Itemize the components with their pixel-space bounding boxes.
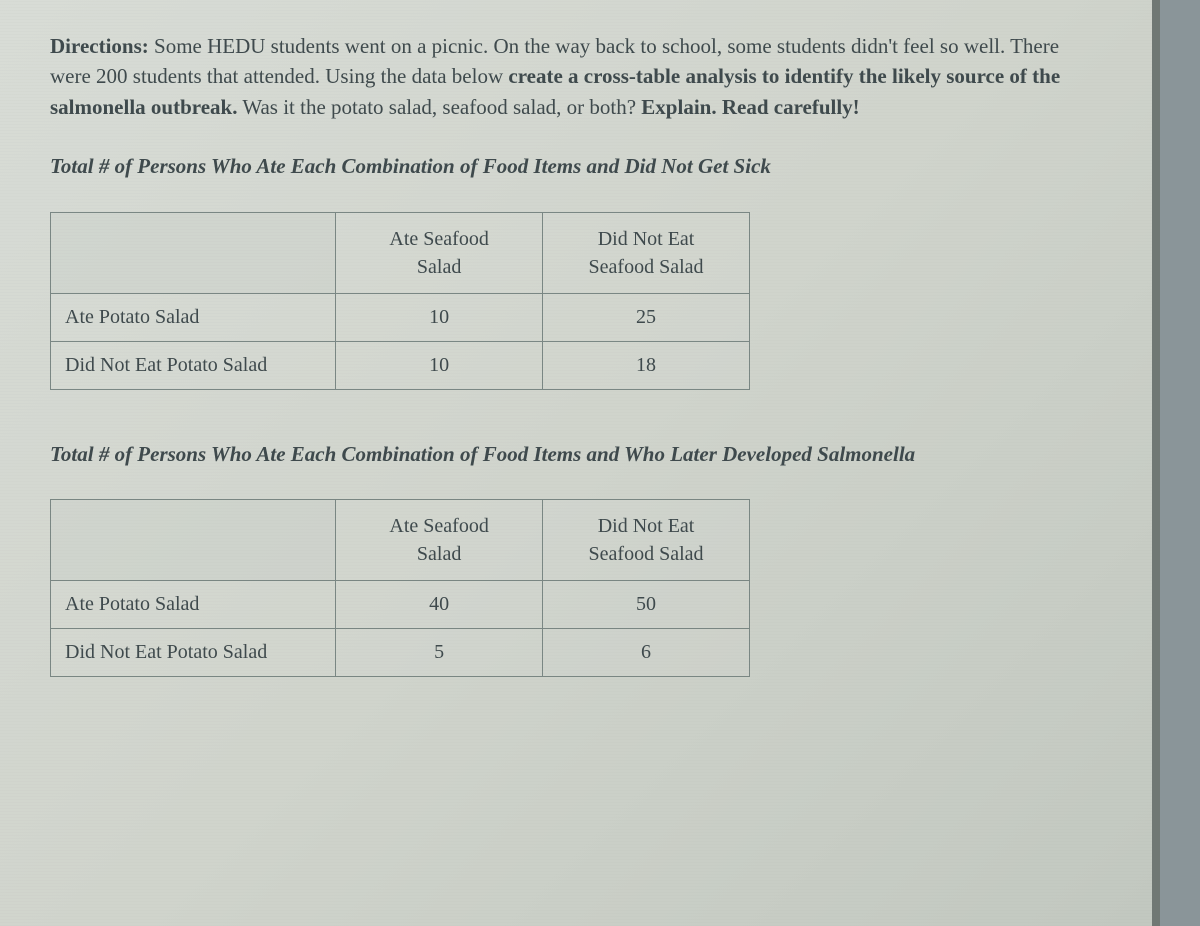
cell-value: 40 (336, 581, 543, 629)
directions-label: Directions: (50, 34, 149, 58)
col-header-ate-seafood: Ate Seafood Salad (336, 212, 543, 293)
col-header-ate-seafood: Ate Seafood Salad (336, 500, 543, 581)
table-row: Did Not Eat Potato Salad 5 6 (51, 629, 750, 677)
directions-bold-2: Explain. Read carefully! (641, 95, 859, 119)
table-row: Did Not Eat Potato Salad 10 18 (51, 341, 750, 389)
table-row: Ate Seafood Salad Did Not Eat Seafood Sa… (51, 212, 750, 293)
table-row: Ate Potato Salad 10 25 (51, 293, 750, 341)
cell-value: 6 (543, 629, 750, 677)
row-header: Ate Potato Salad (51, 581, 336, 629)
col-header-no-seafood: Did Not Eat Seafood Salad (543, 500, 750, 581)
table-not-sick: Ate Seafood Salad Did Not Eat Seafood Sa… (50, 212, 750, 390)
col-header-line: Did Not Eat (598, 228, 695, 250)
row-header: Did Not Eat Potato Salad (51, 629, 336, 677)
cell-value: 18 (543, 341, 750, 389)
cell-value: 10 (336, 341, 543, 389)
cell-value: 10 (336, 293, 543, 341)
col-header-no-seafood: Did Not Eat Seafood Salad (543, 212, 750, 293)
table1-title: Total # of Persons Who Ate Each Combinat… (50, 152, 1102, 181)
table-got-sick: Ate Seafood Salad Did Not Eat Seafood Sa… (50, 499, 750, 677)
table-row: Ate Potato Salad 40 50 (51, 581, 750, 629)
row-header: Did Not Eat Potato Salad (51, 341, 336, 389)
col-header-line: Seafood Salad (589, 543, 704, 565)
empty-corner (51, 500, 336, 581)
directions-paragraph: Directions: Some HEDU students went on a… (50, 31, 1102, 122)
col-header-line: Ate Seafood (389, 515, 488, 537)
col-header-line: Ate Seafood (389, 228, 488, 250)
cell-value: 25 (543, 293, 750, 341)
cell-value: 50 (543, 581, 750, 629)
row-header: Ate Potato Salad (51, 293, 336, 341)
col-header-line: Salad (417, 256, 461, 278)
table-row: Ate Seafood Salad Did Not Eat Seafood Sa… (51, 500, 750, 581)
directions-text-2: Was it the potato salad, seafood salad, … (237, 95, 641, 119)
col-header-line: Did Not Eat (598, 515, 695, 537)
col-header-line: Salad (417, 543, 461, 565)
table2-title: Total # of Persons Who Ate Each Combinat… (50, 440, 1102, 469)
worksheet-page: Directions: Some HEDU students went on a… (0, 0, 1160, 926)
empty-corner (51, 212, 336, 293)
col-header-line: Seafood Salad (589, 256, 704, 278)
cell-value: 5 (336, 629, 543, 677)
